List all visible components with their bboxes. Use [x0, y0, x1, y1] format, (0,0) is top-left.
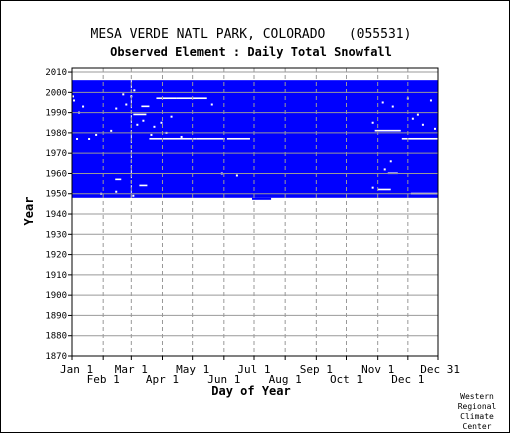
credit-line-4: Center: [463, 422, 492, 431]
y-tick-label-13: 2000: [45, 88, 67, 98]
missing-dot-37: [115, 190, 118, 193]
missing-dot-19: [170, 115, 173, 118]
x-tick-label-bottom-0: Feb 1: [87, 373, 120, 386]
missing-dot-35: [411, 117, 414, 120]
y-tick-label-8: 1950: [45, 190, 67, 200]
credit-line-2: Regional: [458, 402, 497, 411]
missing-dot-28: [416, 113, 419, 116]
missing-segment-10: [141, 105, 150, 108]
x-tick-label-bottom-3: Aug 1: [269, 373, 302, 386]
missing-dot-38: [132, 194, 135, 197]
missing-dot-0: [72, 95, 75, 98]
x-tick-label-top-0: Jan 1: [60, 363, 93, 376]
missing-dot-26: [391, 105, 394, 108]
y-tick-label-5: 1920: [45, 251, 67, 261]
y-tick-label-3: 1900: [45, 291, 67, 301]
missing-dot-12: [133, 89, 136, 92]
missing-dot-9: [122, 93, 125, 96]
credit-line-1: Western: [460, 392, 494, 401]
y-axis-label: Year: [22, 197, 36, 226]
x-tick-label-top-2: May 1: [176, 363, 209, 376]
missing-dot-13: [136, 123, 139, 126]
missing-dot-25: [381, 101, 384, 104]
x-tick-label-bottom-5: Dec 1: [391, 373, 424, 386]
y-tick-label-2: 1890: [45, 311, 67, 321]
missing-segment-8: [156, 97, 177, 100]
x-tick-label-bottom-4: Oct 1: [330, 373, 363, 386]
missing-dot-5: [88, 137, 91, 140]
data-layer: [72, 80, 438, 200]
data-block-1: [251, 197, 272, 200]
missing-segment-11: [139, 184, 148, 187]
missing-dot-6: [95, 133, 98, 136]
missing-dot-29: [421, 123, 424, 126]
y-tick-label-12: 1990: [45, 109, 67, 119]
missing-dot-34: [371, 186, 374, 189]
grid-layer: [72, 68, 438, 357]
x-tick-label-top-6: Dec 31: [420, 363, 460, 376]
x-tick-label-top-3: Jul 1: [237, 363, 270, 376]
y-tick-label-7: 1940: [45, 210, 67, 220]
missing-dot-8: [115, 107, 118, 110]
missing-segment-7: [133, 113, 147, 116]
credit-line-3: Climate: [460, 412, 494, 421]
axis-layer: 1870 1880 1890 1900 1910 1920 1930 1940 1950 1960…: [45, 67, 460, 386]
y-tick-label-14: 2010: [45, 68, 67, 78]
y-tick-label-11: 1980: [45, 129, 67, 139]
missing-dot-17: [160, 121, 163, 124]
data-block-0: [72, 80, 438, 198]
missing-segment-3: [374, 129, 401, 132]
missing-segment-2: [226, 137, 250, 140]
missing-segment-4: [401, 137, 438, 140]
y-tick-label-1: 1880: [45, 332, 67, 342]
y-tick-label-6: 1930: [45, 230, 67, 240]
missing-dot-16: [153, 125, 156, 128]
x-tick-label-bottom-1: Apr 1: [146, 373, 179, 386]
missing-dot-32: [383, 168, 386, 171]
missing-dot-3: [82, 105, 85, 108]
missing-dot-14: [142, 119, 145, 122]
missing-segment-12: [115, 178, 122, 181]
y-tick-label-10: 1970: [45, 149, 67, 159]
missing-segment-1: [196, 137, 225, 140]
missing-dot-21: [210, 103, 213, 106]
x-tick-label-bottom-2: Jun 1: [207, 373, 240, 386]
missing-dot-30: [429, 99, 432, 102]
missing-dot-1: [73, 99, 76, 102]
missing-dot-20: [180, 135, 183, 138]
missing-dot-23: [235, 174, 238, 177]
x-axis-label: Day of Year: [211, 384, 290, 398]
y-tick-label-9: 1960: [45, 169, 67, 179]
x-tick-label-top-4: Sep 1: [300, 363, 333, 376]
missing-dot-33: [389, 160, 392, 163]
missing-dot-7: [110, 129, 113, 132]
y-tick-label-0: 1870: [45, 352, 67, 362]
missing-dot-10: [125, 103, 128, 106]
missing-dot-31: [433, 127, 436, 130]
y-tick-label-4: 1910: [45, 271, 67, 281]
plot-border: [71, 67, 439, 357]
missing-segment-0: [149, 137, 197, 140]
missing-dot-15: [150, 133, 153, 136]
missing-segment-9: [176, 97, 207, 100]
x-tick-label-top-5: Nov 1: [361, 363, 394, 376]
missing-segment-6: [377, 188, 391, 191]
missing-dot-4: [76, 137, 79, 140]
chart-title: MESA VERDE NATL PARK, COLORADO (055531): [91, 27, 412, 42]
missing-dot-24: [371, 121, 374, 124]
chart-subtitle: Observed Element : Daily Total Snowfall: [110, 45, 392, 59]
x-tick-label-top-1: Mar 1: [115, 363, 148, 376]
